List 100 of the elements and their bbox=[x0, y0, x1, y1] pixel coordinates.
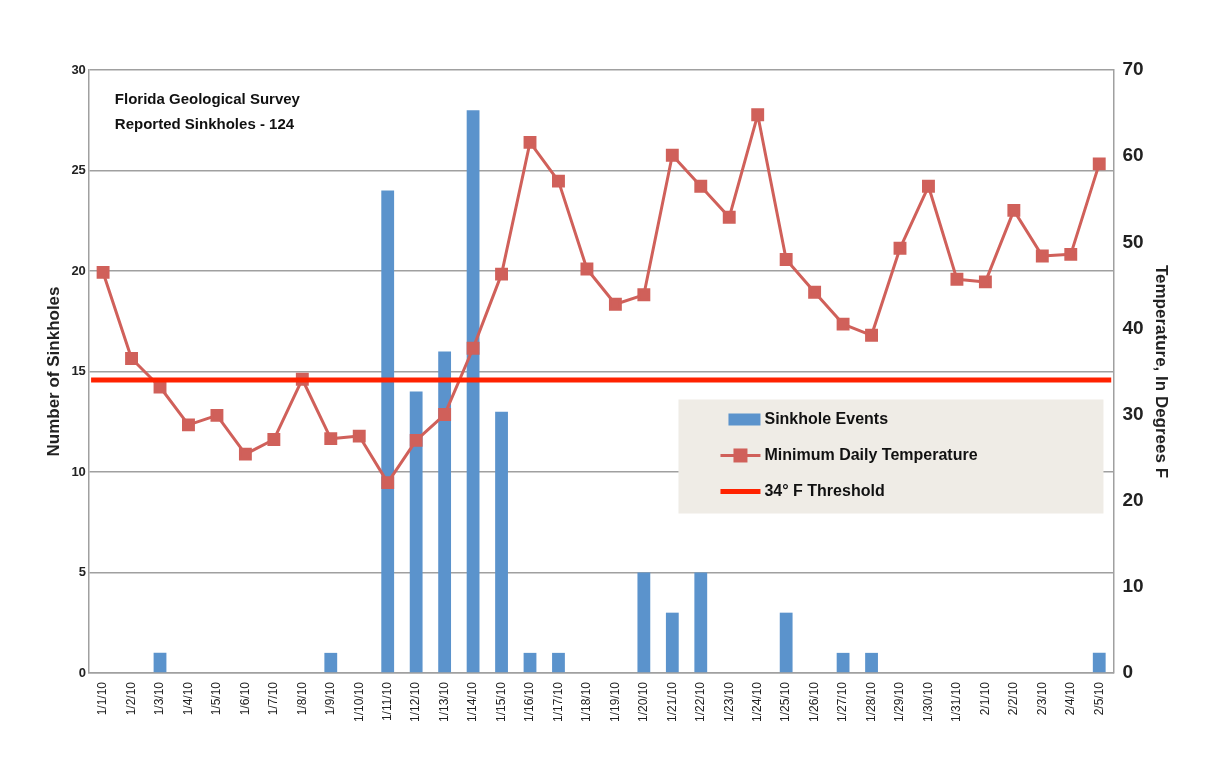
y2-tick-label: 60 bbox=[1122, 144, 1144, 166]
bar bbox=[1092, 652, 1106, 673]
y-tick-label: 30 bbox=[71, 61, 86, 77]
x-tick-label: 1/13/10 bbox=[436, 681, 451, 723]
bar bbox=[381, 190, 395, 673]
x-tick-label: 2/5/10 bbox=[1091, 681, 1106, 716]
bar bbox=[865, 652, 878, 673]
x-tick-label: 1/1/10 bbox=[95, 681, 110, 716]
y-tick-label: 0 bbox=[78, 664, 86, 680]
point bbox=[552, 174, 565, 188]
x-tick-label: 1/3/10 bbox=[152, 681, 167, 716]
y-tick-label: 5 bbox=[78, 564, 86, 580]
y2-tick-label: 30 bbox=[1122, 402, 1144, 424]
x-tick-label: 1/4/10 bbox=[180, 681, 195, 716]
x-tick-label: 1/26/10 bbox=[806, 681, 821, 723]
legend-label: 34° F Threshold bbox=[764, 481, 885, 499]
x-tick-label: 2/3/10 bbox=[1034, 681, 1049, 716]
point bbox=[409, 433, 423, 447]
y2-axis-title: Temperature, In Degrees F bbox=[1152, 264, 1172, 479]
x-tick-label: 1/21/10 bbox=[664, 681, 679, 723]
point bbox=[267, 433, 281, 446]
point bbox=[1092, 157, 1106, 171]
bar bbox=[552, 652, 565, 673]
y2-tick-label: 50 bbox=[1122, 230, 1144, 252]
point bbox=[238, 447, 252, 461]
y-tick-label: 25 bbox=[71, 162, 86, 178]
point bbox=[665, 148, 679, 162]
x-tick-label: 1/29/10 bbox=[892, 681, 907, 723]
point bbox=[1064, 247, 1078, 261]
point bbox=[608, 297, 622, 311]
x-tick-label: 1/14/10 bbox=[465, 681, 480, 723]
x-tick-label: 1/18/10 bbox=[579, 681, 594, 723]
x-tick-label: 1/30/10 bbox=[920, 681, 935, 723]
point bbox=[1007, 203, 1021, 217]
point bbox=[751, 108, 765, 122]
x-tick-label: 2/4/10 bbox=[1063, 681, 1078, 716]
point bbox=[438, 408, 452, 421]
bar bbox=[466, 110, 480, 673]
point bbox=[950, 272, 964, 286]
x-tick-label: 1/8/10 bbox=[294, 681, 309, 716]
point bbox=[324, 432, 338, 446]
point bbox=[1035, 249, 1049, 263]
x-tick-label: 1/2/10 bbox=[123, 681, 138, 716]
x-tick-label: 1/12/10 bbox=[408, 681, 423, 723]
point bbox=[96, 265, 110, 279]
x-tick-label: 2/2/10 bbox=[1006, 681, 1021, 716]
y-tick-label: 10 bbox=[71, 463, 86, 479]
x-tick-label: 1/20/10 bbox=[636, 681, 651, 723]
bar bbox=[836, 652, 850, 673]
legend-label: Sinkhole Events bbox=[764, 409, 889, 427]
bar bbox=[495, 411, 508, 673]
x-tick-label: 1/7/10 bbox=[266, 681, 281, 716]
y-tick-label: 20 bbox=[71, 262, 86, 278]
annotation: Florida Geological Survey Reported Sinkholes - 124 bbox=[114, 89, 301, 132]
x-tick-label: 1/17/10 bbox=[550, 681, 565, 723]
legend-label: Minimum Daily Temperature bbox=[764, 445, 978, 463]
y2-tick-label: 70 bbox=[1122, 58, 1144, 80]
x-tick-label: 1/5/10 bbox=[209, 681, 224, 716]
x-tick-label: 1/6/10 bbox=[237, 681, 252, 716]
point bbox=[466, 341, 480, 355]
point bbox=[722, 210, 736, 224]
bar bbox=[523, 652, 537, 673]
point bbox=[865, 328, 878, 342]
point bbox=[125, 352, 138, 366]
x-tick-label: 2/1/10 bbox=[977, 681, 992, 716]
x-tick-label: 1/15/10 bbox=[493, 681, 508, 723]
y2-tick-label: 10 bbox=[1122, 575, 1144, 597]
point bbox=[808, 285, 822, 299]
bar bbox=[438, 351, 452, 673]
bar bbox=[409, 391, 423, 673]
bar bbox=[694, 572, 708, 673]
point bbox=[182, 418, 195, 432]
bar bbox=[324, 652, 338, 673]
point bbox=[637, 288, 651, 302]
x-tick-label: 1/16/10 bbox=[522, 681, 537, 723]
y2-tick-label: 40 bbox=[1122, 316, 1144, 338]
x-tick-label: 1/24/10 bbox=[750, 681, 765, 723]
bar bbox=[153, 652, 167, 673]
x-tick-label: 1/27/10 bbox=[835, 681, 850, 723]
x-tick-label: 1/31/10 bbox=[949, 681, 964, 723]
point bbox=[495, 267, 508, 281]
y-axis-title: Number of Sinkholes bbox=[43, 286, 63, 457]
point bbox=[836, 317, 850, 331]
point bbox=[381, 476, 395, 490]
y-tick-label: 15 bbox=[71, 363, 86, 379]
y2-tick-label: 0 bbox=[1122, 661, 1134, 683]
point bbox=[523, 135, 537, 149]
point bbox=[210, 408, 224, 422]
point bbox=[978, 275, 992, 289]
point bbox=[352, 429, 366, 443]
x-tick-label: 1/23/10 bbox=[721, 681, 736, 723]
x-tick-label: 1/22/10 bbox=[693, 681, 708, 723]
point bbox=[922, 179, 935, 193]
x-tick-label: 1/11/10 bbox=[380, 681, 395, 722]
bar bbox=[779, 612, 793, 673]
point bbox=[580, 262, 594, 276]
x-tick-label: 1/28/10 bbox=[863, 681, 878, 723]
x-tick-label: 1/19/10 bbox=[607, 681, 622, 723]
point bbox=[694, 179, 708, 193]
y2-tick-label: 20 bbox=[1122, 488, 1144, 510]
